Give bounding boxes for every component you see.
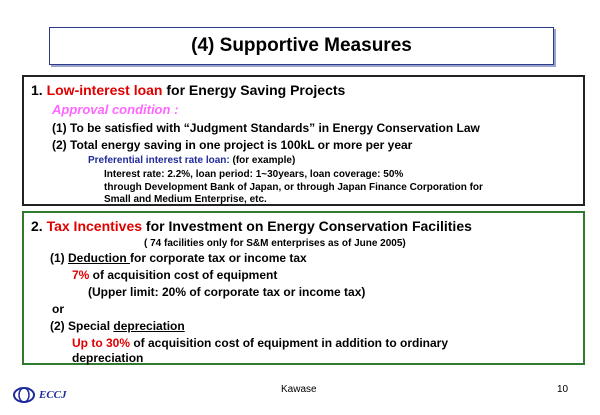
logo-text: ECCJ	[39, 389, 67, 401]
tax-item-2-cont: depreciation	[72, 351, 144, 365]
section1-heading: 1. Low-interest loan for Energy Saving P…	[31, 82, 346, 98]
condition-2: (2) Total energy saving in one project i…	[52, 138, 413, 152]
slide-title: (4) Supportive Measures	[191, 35, 412, 56]
tax-item-2-rate: Up to 30% of acquisition cost of equipme…	[72, 336, 449, 350]
page-number: 10	[557, 384, 569, 395]
rate-line: Interest rate: 2.2%, loan period: 1~30ye…	[104, 169, 404, 180]
section2-heading: 2. Tax Incentives for Investment on Ener…	[31, 218, 472, 234]
deduction-term: Deduction	[68, 251, 130, 265]
deduction-percent: 7%	[72, 268, 90, 282]
section2-highlight: Tax Incentives	[46, 218, 143, 234]
depreciation-percent: Up to 30%	[72, 336, 131, 350]
preferential-loan: Preferential interest rate loan: (for ex…	[88, 155, 296, 166]
section2-note: ( 74 facilities only for S&M enterprises…	[144, 238, 406, 249]
bank-line-1: through Development Bank of Japan, or th…	[104, 182, 483, 193]
bank-line-2: Small and Medium Enterprise, etc.	[104, 194, 267, 205]
tax-item-1-rate: 7% of acquisition cost of equipment	[72, 268, 278, 282]
or-separator: or	[52, 302, 64, 316]
slide-title-box: (4) Supportive Measures	[49, 27, 554, 65]
eccj-logo: ECCJ	[12, 386, 67, 404]
depreciation-term: depreciation	[113, 319, 185, 333]
section1-highlight: Low-interest loan	[46, 82, 163, 98]
approval-condition: Approval condition :	[52, 102, 179, 117]
condition-1: (1) To be satisfied with “Judgment Stand…	[52, 121, 480, 135]
approval-label: Approval condition	[52, 102, 171, 117]
preferential-label: Preferential interest rate loan:	[88, 155, 230, 166]
tax-item-2: (2) Special depreciation	[50, 319, 185, 333]
tax-item-1-limit: (Upper limit: 20% of corporate tax or in…	[88, 285, 366, 299]
footer-author: Kawase	[281, 384, 317, 395]
eccj-logo-icon	[13, 387, 35, 403]
section-tax-incentives: 2. Tax Incentives for Investment on Ener…	[22, 211, 585, 365]
section-low-interest-loan: 1. Low-interest loan for Energy Saving P…	[22, 75, 585, 206]
tax-item-1: (1) Deduction for corporate tax or incom…	[50, 251, 307, 265]
